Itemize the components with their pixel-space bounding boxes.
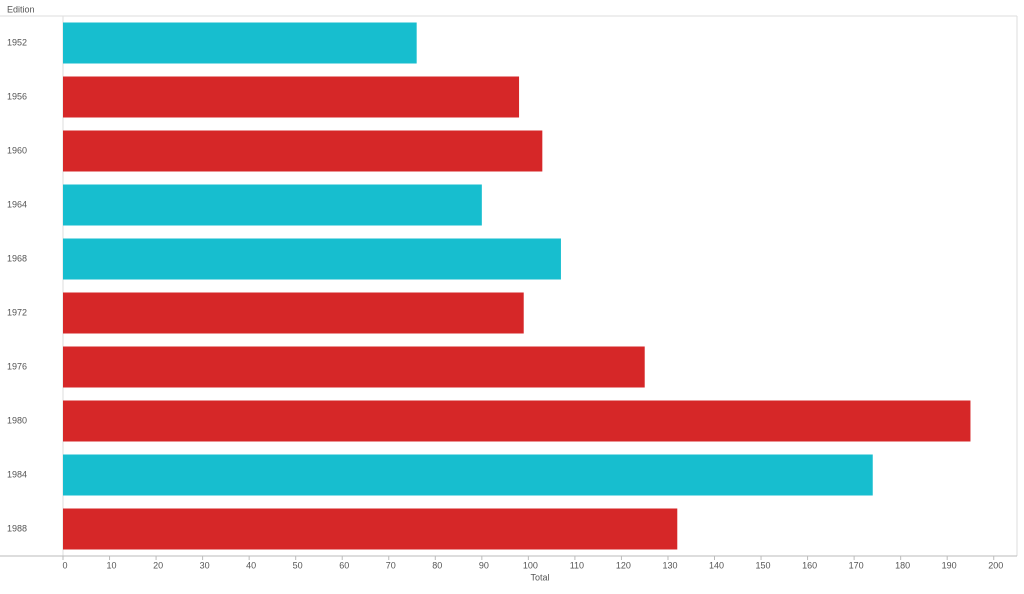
y-tick-label: 1956 (7, 91, 27, 101)
x-tick-label: 40 (246, 560, 256, 570)
bar (63, 76, 520, 118)
x-tick-label: 90 (479, 560, 489, 570)
x-tick-label: 0 (62, 560, 67, 570)
x-tick-label: 50 (293, 560, 303, 570)
x-tick-label: 10 (107, 560, 117, 570)
y-tick-label: 1972 (7, 307, 27, 317)
bar (63, 292, 524, 334)
x-tick-label: 110 (570, 560, 584, 570)
y-tick-label: 1976 (7, 361, 27, 371)
x-tick-label: 130 (662, 560, 677, 570)
y-tick-label: 1984 (7, 469, 27, 479)
bar (63, 346, 645, 388)
x-tick-label: 190 (942, 560, 957, 570)
y-tick-label: 1964 (7, 199, 27, 209)
x-tick-label: 200 (988, 560, 1003, 570)
x-tick-label: 180 (895, 560, 910, 570)
y-tick-label: 1952 (7, 37, 27, 47)
x-axis-label: Total (530, 572, 549, 582)
x-tick-label: 20 (153, 560, 163, 570)
x-tick-label: 160 (802, 560, 817, 570)
x-tick-label: 170 (849, 560, 864, 570)
bar (63, 184, 482, 226)
y-tick-label: 1960 (7, 145, 27, 155)
x-tick-label: 80 (432, 560, 442, 570)
bar (63, 454, 873, 496)
y-header: Edition (7, 4, 35, 14)
y-tick-label: 1980 (7, 415, 27, 425)
bar (63, 508, 678, 550)
x-tick-label: 150 (756, 560, 771, 570)
bar (63, 130, 543, 172)
y-tick-label: 1988 (7, 523, 27, 533)
x-tick-label: 60 (339, 560, 349, 570)
y-tick-label: 1968 (7, 253, 27, 263)
x-tick-label: 30 (200, 560, 210, 570)
x-tick-label: 70 (386, 560, 396, 570)
x-tick-label: 100 (523, 560, 538, 570)
bar (63, 22, 417, 64)
bar (63, 238, 561, 280)
x-tick-label: 120 (616, 560, 631, 570)
bar (63, 400, 971, 442)
x-tick-label: 140 (709, 560, 724, 570)
